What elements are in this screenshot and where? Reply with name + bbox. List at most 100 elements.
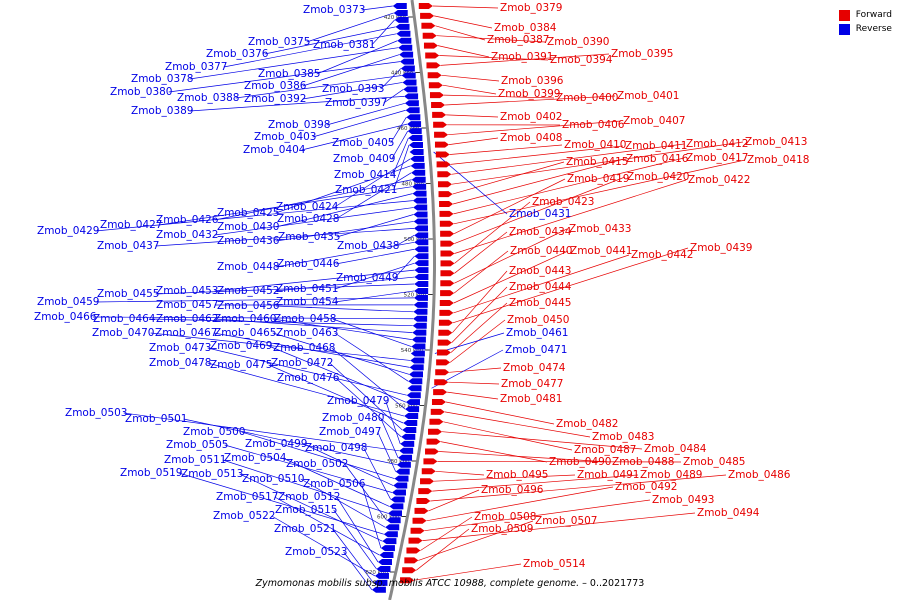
forward-feature: [438, 319, 453, 326]
reverse-feature: [398, 454, 413, 461]
reverse-connector: [395, 235, 415, 247]
forward-feature: [429, 92, 444, 99]
reverse-feature: [413, 225, 428, 232]
reverse-connector: [183, 418, 397, 466]
reverse-connector: [224, 444, 393, 493]
forward-feature: [437, 171, 452, 178]
forward-feature: [433, 121, 448, 128]
reverse-gene-label: Zmob_0506: [303, 478, 366, 490]
forward-connector: [442, 431, 643, 450]
reverse-feature: [403, 86, 418, 93]
reverse-feature: [412, 322, 427, 329]
forward-gene-label: Zmob_0445: [509, 297, 571, 309]
forward-connector: [432, 5, 499, 9]
forward-gene-label: Zmob_0408: [500, 132, 562, 144]
reverse-gene-label: Zmob_0386: [244, 80, 307, 92]
reverse-connector: [393, 144, 410, 191]
reverse-connector: [155, 228, 415, 247]
reverse-connector: [223, 33, 397, 68]
forward-connector: [450, 302, 508, 353]
tick-label: 620 kbp: [365, 570, 388, 576]
reverse-connector: [391, 130, 409, 160]
tick-label: 540 kbp: [401, 348, 424, 354]
reverse-connector: [332, 318, 412, 347]
forward-gene-label: Zmob_0509: [471, 523, 533, 535]
reverse-connector: [301, 123, 408, 151]
forward-gene-label: Zmob_0486: [728, 469, 791, 481]
reverse-connector: [275, 193, 413, 228]
reverse-gene-label: Zmob_0511: [164, 454, 226, 466]
reverse-feature: [411, 169, 426, 176]
reverse-connector: [334, 262, 415, 290]
reverse-gene-label: Zmob_0437: [97, 240, 159, 252]
reverse-connector: [306, 12, 394, 43]
forward-connector: [422, 512, 696, 541]
reverse-gene-label: Zmob_0432: [156, 229, 218, 241]
reverse-feature: [377, 559, 392, 565]
forward-feature: [438, 191, 453, 198]
reverse-feature: [395, 23, 410, 30]
reverse-gene-label: Zmob_0431: [509, 208, 571, 220]
reverse-connector: [335, 377, 402, 438]
reverse-gene-label: Zmob_0502: [286, 458, 348, 470]
forward-gene-label: Zmob_0416: [626, 153, 689, 165]
reverse-gene-label: Zmob_0451: [276, 283, 338, 295]
reverse-connector: [336, 214, 414, 238]
reverse-connector: [239, 473, 383, 542]
tick-label: 500 kbp: [404, 237, 427, 243]
forward-feature: [439, 210, 454, 217]
reverse-gene-label: Zmob_0512: [278, 491, 340, 503]
reverse-connector: [316, 40, 398, 75]
forward-feature: [440, 290, 455, 297]
reverse-connector: [213, 332, 410, 368]
reverse-gene-label: Zmob_0456: [217, 300, 280, 312]
forward-gene-label: Zmob_0485: [683, 456, 745, 468]
reverse-swatch: [838, 23, 850, 35]
forward-connector: [435, 470, 485, 476]
tick-label: 600 kbp: [377, 515, 400, 521]
reverse-feature: [414, 260, 429, 267]
tick-label: 460 kbp: [397, 126, 420, 132]
reverse-gene-label: Zmob_0425: [217, 207, 279, 219]
tick-label: 560 kbp: [395, 404, 418, 410]
forward-gene-label: Zmob_0412: [686, 138, 748, 150]
forward-feature: [440, 270, 455, 277]
forward-feature: [435, 151, 450, 158]
reverse-gene-label: Zmob_0381: [313, 39, 375, 51]
forward-gene-label: Zmob_0508: [474, 511, 536, 523]
reverse-feature: [413, 315, 428, 322]
forward-connector: [448, 120, 622, 136]
reverse-connector: [151, 318, 413, 327]
forward-connector: [453, 254, 630, 314]
forward-connector: [453, 157, 685, 215]
tick-label: 440 kbp: [391, 71, 414, 77]
forward-feature: [434, 131, 449, 138]
reverse-connector: [334, 290, 415, 303]
reverse-connector: [380, 417, 399, 458]
forward-feature: [436, 359, 451, 366]
forward-gene-label: Zmob_0443: [509, 265, 571, 277]
forward-feature: [404, 557, 419, 564]
reverse-connector: [275, 241, 415, 268]
forward-connector: [442, 84, 497, 95]
reverse-connector: [333, 509, 377, 570]
forward-gene-label: Zmob_0396: [501, 75, 564, 87]
reverse-gene-label: Zmob_0478: [149, 357, 211, 369]
tick-label: 480 kbp: [401, 182, 424, 188]
reverse-gene-label: Zmob_0388: [177, 92, 239, 104]
forward-feature: [423, 42, 438, 49]
reverse-feature: [404, 413, 419, 420]
gene-features: [371, 3, 455, 593]
forward-gene-label: Zmob_0407: [623, 115, 685, 127]
reverse-connector: [268, 345, 407, 403]
forward-feature: [421, 22, 436, 29]
forward-feature: [440, 260, 455, 267]
forward-connector: [445, 401, 555, 425]
reverse-feature: [414, 281, 429, 287]
reverse-feature: [410, 162, 425, 169]
forward-connector: [434, 15, 493, 29]
forward-connector: [454, 201, 531, 264]
reverse-connector: [155, 283, 415, 295]
reverse-connector: [214, 318, 413, 333]
reverse-gene-label: Zmob_0465: [214, 327, 276, 339]
